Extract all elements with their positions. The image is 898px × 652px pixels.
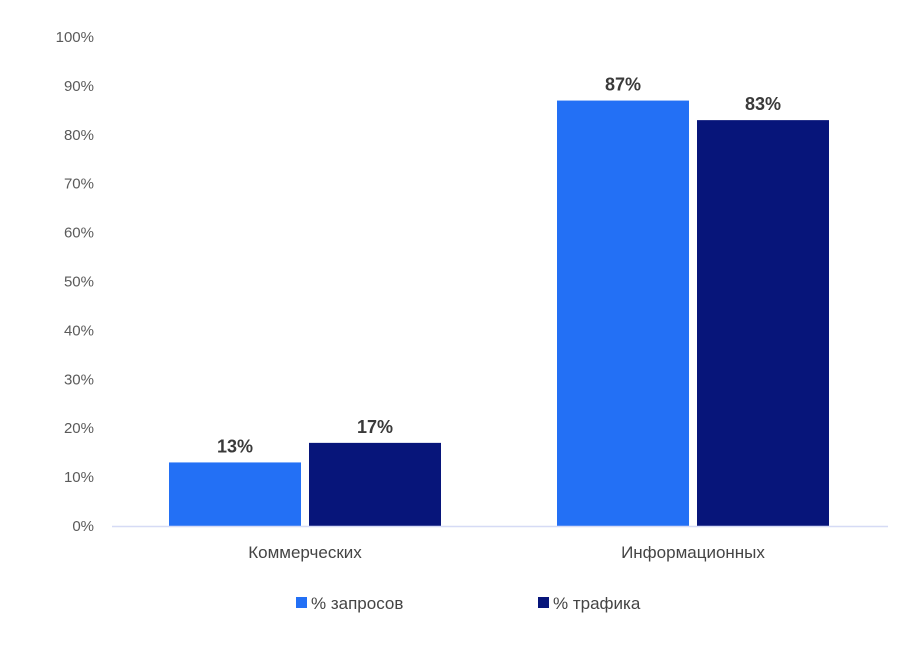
- x-tick-label: Коммерческих: [248, 543, 362, 562]
- legend-swatch: [296, 597, 307, 608]
- y-tick-label: 30%: [64, 371, 94, 388]
- y-tick-label: 50%: [64, 274, 94, 291]
- y-tick-label: 60%: [64, 225, 94, 242]
- x-axis-categories: Коммерческих Информационных: [248, 543, 765, 562]
- y-tick-label: 90%: [64, 78, 94, 95]
- bars: [169, 100, 829, 526]
- bar: [309, 442, 441, 526]
- y-tick-label: 80%: [64, 127, 94, 144]
- data-label: 13%: [217, 436, 253, 456]
- y-tick-label: 0%: [72, 518, 94, 535]
- data-label: 17%: [357, 417, 393, 437]
- y-tick-label: 10%: [64, 469, 94, 486]
- legend-label: % трафика: [553, 594, 641, 613]
- legend-label: % запросов: [311, 594, 403, 613]
- bar: [557, 100, 689, 526]
- y-tick-label: 20%: [64, 420, 94, 437]
- legend: % запросов % трафика: [296, 594, 641, 613]
- data-label: 87%: [605, 75, 641, 95]
- x-tick-label: Информационных: [621, 543, 765, 562]
- data-label: 83%: [745, 94, 781, 114]
- y-tick-label: 100%: [56, 29, 94, 46]
- y-tick-label: 40%: [64, 322, 94, 339]
- data-labels: 13% 17% 87% 83%: [217, 75, 781, 457]
- bar: [169, 462, 301, 526]
- legend-swatch: [538, 597, 549, 608]
- y-axis-ticks: 0% 10% 20% 30% 40% 50% 60% 70% 80% 90% 100%: [56, 29, 94, 535]
- y-tick-label: 70%: [64, 176, 94, 193]
- bar: [697, 120, 829, 526]
